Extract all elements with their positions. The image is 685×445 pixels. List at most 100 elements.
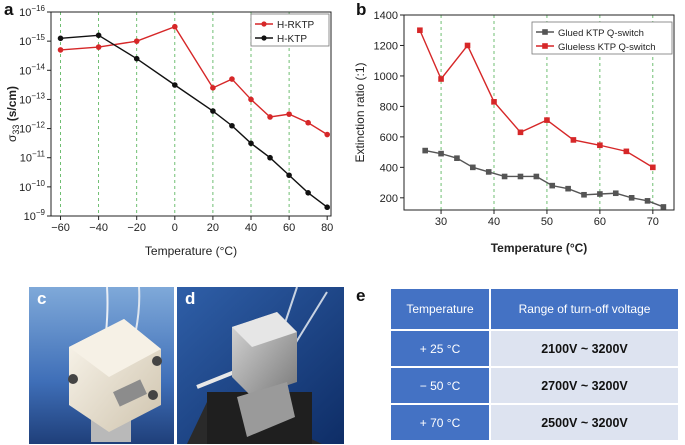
data-point (612, 190, 619, 197)
data-point (248, 96, 254, 103)
y-tick-label: 1000 (374, 71, 398, 83)
series-line-2 (419, 29, 654, 168)
legend-label: Glueless KTP Q-switch (558, 42, 656, 53)
data-point (133, 38, 140, 44)
data-point (597, 142, 603, 149)
y-tick-label: 10−13 (19, 91, 45, 106)
data-point (172, 82, 178, 88)
legend-box (250, 13, 330, 47)
photo-c-image (29, 287, 174, 444)
legend-marker (261, 21, 267, 27)
table-cell-voltage: 2100V ~ 3200V (490, 330, 680, 368)
y-axis-label: σ33 (s/cm) (5, 86, 21, 142)
data-point (570, 137, 577, 143)
data-point (597, 191, 603, 197)
x-tick-label: 20 (207, 222, 219, 234)
data-point (210, 108, 216, 114)
data-point (95, 32, 102, 39)
turn-off-voltage-table: Temperature Range of turn-off voltage + … (391, 289, 680, 442)
data-point (417, 27, 423, 34)
y-tick-label: 10−11 (20, 150, 46, 165)
y-tick-label: 400 (380, 162, 398, 174)
y-tick-label: 10−15 (19, 33, 45, 48)
panel-label-d: d (185, 289, 196, 308)
x-tick-label: 70 (647, 216, 659, 228)
data-point (324, 204, 330, 211)
x-tick-label: 80 (321, 222, 333, 234)
x-tick-label: 60 (594, 216, 606, 228)
table-cell-temperature: + 25 °C (391, 330, 491, 368)
data-point (422, 147, 428, 154)
data-point (267, 114, 273, 120)
y-tick-label: 10−12 (19, 121, 45, 136)
data-point (305, 119, 311, 126)
x-axis-label: Temperature (°C) (491, 241, 588, 255)
x-tick-label: 60 (283, 222, 295, 234)
legend-marker (542, 43, 548, 49)
data-point (267, 154, 273, 161)
data-point (581, 191, 587, 198)
data-point (485, 169, 492, 175)
x-tick-label: −20 (127, 222, 146, 234)
data-point (454, 155, 460, 162)
y-tick-label: 200 (380, 193, 398, 205)
table-header-voltage-range: Range of turn-off voltage (490, 289, 680, 331)
data-point (210, 85, 216, 91)
table-cell-temperature: − 50 °C (391, 367, 491, 405)
data-point (628, 195, 635, 201)
data-point (57, 35, 64, 42)
chart-b: 30 40 50 60 70 200 400 600 800 1000 1200 1400 Glued … (353, 10, 675, 255)
y-axis-label: Extinction ratio (:1) (353, 62, 367, 162)
x-tick-label: 40 (488, 216, 500, 228)
data-point (438, 150, 444, 157)
table-row: + 70 °C 2500V ~ 3200V (391, 404, 680, 442)
data-point (623, 148, 630, 155)
panel-label-c: c (37, 289, 47, 308)
data-point (133, 55, 140, 62)
photo-d: d (177, 287, 344, 444)
legend-box (531, 21, 673, 55)
data-point (501, 173, 508, 180)
y-tick-label: 10−14 (19, 62, 45, 77)
legend-label: H-KTP (277, 34, 307, 45)
data-point (650, 164, 656, 171)
panel-label-e: e (356, 286, 366, 305)
data-point (565, 185, 571, 192)
series-line-2 (60, 34, 328, 208)
data-point (248, 140, 254, 147)
data-point (172, 23, 178, 30)
panel-label-b: b (356, 0, 367, 19)
data-point (57, 47, 64, 53)
data-point (644, 198, 651, 204)
series-line-1 (425, 149, 664, 208)
y-tick-label: 10−10 (19, 179, 45, 194)
plot-frame (403, 14, 675, 211)
data-point (286, 111, 292, 117)
data-point (470, 164, 476, 171)
table-cell-temperature: + 70 °C (391, 404, 491, 442)
data-point (95, 44, 102, 50)
table-header-row: Temperature Range of turn-off voltage (391, 289, 680, 331)
data-point (305, 190, 311, 196)
table-cell-voltage: 2500V ~ 3200V (490, 404, 680, 442)
legend-label: Glued KTP Q-switch (558, 28, 644, 39)
data-point (517, 129, 524, 136)
x-tick-label: −60 (51, 222, 70, 234)
x-tick-label: 50 (541, 216, 553, 228)
y-tick-label: 600 (380, 132, 398, 144)
data-point (491, 99, 497, 105)
photo-d-image (177, 287, 344, 444)
table-row: + 25 °C 2100V ~ 3200V (391, 330, 680, 368)
table-cell-voltage: 2700V ~ 3200V (490, 367, 680, 405)
data-point (438, 76, 444, 82)
data-point (324, 131, 330, 138)
plot-frame (50, 11, 332, 217)
photo-c: c (29, 287, 174, 444)
legend-marker (542, 29, 548, 35)
y-tick-label: 1400 (374, 10, 398, 22)
data-point (286, 172, 292, 179)
chart-a: −60 −40 −20 0 20 40 60 80 10−16 10−15 10−14 10−13 10… (5, 4, 333, 258)
x-tick-label: 30 (435, 216, 447, 228)
table-header-temperature: Temperature (391, 289, 491, 331)
data-point (229, 76, 235, 82)
